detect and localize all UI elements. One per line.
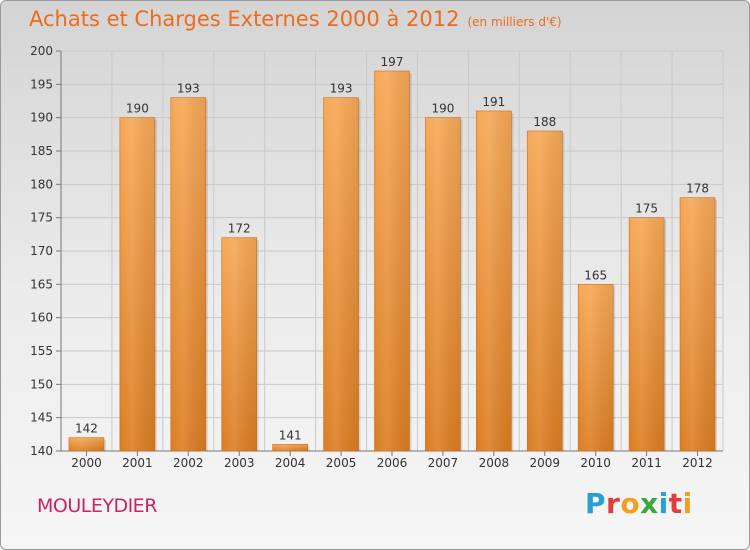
value-label: 190: [431, 102, 454, 116]
bar-shine: [272, 444, 308, 451]
y-tick-label: 140: [30, 444, 53, 458]
bar-shine: [476, 111, 512, 451]
logo-letter: i: [682, 487, 693, 520]
chart-title-text: Achats et Charges Externes 2000 à 2012: [29, 7, 460, 31]
y-tick-label: 145: [30, 411, 53, 425]
y-tick-label: 185: [30, 144, 53, 158]
bar-shine: [374, 71, 410, 451]
value-label: 188: [533, 115, 556, 129]
value-label: 197: [381, 55, 404, 69]
value-label: 142: [75, 422, 98, 436]
value-label: 191: [482, 95, 505, 109]
x-tick-label: 2003: [224, 456, 255, 470]
value-label: 141: [279, 428, 302, 442]
x-tick-label: 2008: [479, 456, 510, 470]
value-label: 165: [584, 268, 607, 282]
logo-letter: i: [658, 487, 669, 520]
x-tick-label: 2001: [122, 456, 153, 470]
bar-shine: [629, 217, 665, 451]
bar-shine: [68, 437, 104, 451]
logo-letter: P: [585, 487, 607, 520]
bar-shine: [425, 117, 461, 452]
y-tick-label: 190: [30, 111, 53, 125]
value-label: 190: [126, 102, 149, 116]
chart-title: Achats et Charges Externes 2000 à 2012 (e…: [29, 7, 562, 31]
bar-shine: [527, 131, 563, 451]
bar-shine: [221, 237, 257, 451]
value-label: 172: [228, 222, 251, 236]
y-tick-label: 195: [30, 77, 53, 91]
x-tick-label: 2009: [529, 456, 560, 470]
y-tick-label: 180: [30, 177, 53, 191]
bar-shine: [119, 117, 155, 452]
x-tick-label: 2000: [71, 456, 102, 470]
commune-name: MOULEYDIER: [37, 495, 157, 517]
logo-letter: r: [606, 487, 621, 520]
value-label: 178: [686, 182, 709, 196]
x-tick-label: 2007: [428, 456, 459, 470]
bar-shine: [578, 284, 614, 451]
logo-letter: x: [640, 487, 659, 520]
x-tick-label: 2011: [631, 456, 662, 470]
x-tick-label: 2004: [275, 456, 306, 470]
bar-shine: [680, 197, 716, 451]
value-label: 175: [635, 202, 658, 216]
y-tick-label: 155: [30, 344, 53, 358]
bar-shine: [323, 97, 359, 452]
chart-unit-text: (en milliers d'€): [467, 15, 562, 29]
x-tick-label: 2006: [377, 456, 408, 470]
label-layer: 142 190 193 172 141 193 197 190 191 188 165 175 178: [75, 55, 709, 442]
x-tick-label: 2002: [173, 456, 204, 470]
y-tick-label: 170: [30, 244, 53, 258]
bar-shine: [170, 97, 206, 452]
logo-letter: t: [668, 487, 683, 520]
y-tick-label: 160: [30, 311, 53, 325]
y-tick-label: 150: [30, 377, 53, 391]
logo-letter: o: [620, 487, 641, 520]
proxiti-logo: Proxiti: [585, 487, 693, 520]
y-tick-label: 165: [30, 277, 53, 291]
x-tick-label: 2012: [682, 456, 713, 470]
x-tick-label: 2005: [326, 456, 357, 470]
x-tick-label: 2010: [580, 456, 611, 470]
y-tick-label: 200: [30, 44, 53, 58]
value-label: 193: [177, 82, 200, 96]
bar-layer: [68, 70, 718, 452]
y-tick-label: 175: [30, 211, 53, 225]
value-label: 193: [330, 82, 353, 96]
